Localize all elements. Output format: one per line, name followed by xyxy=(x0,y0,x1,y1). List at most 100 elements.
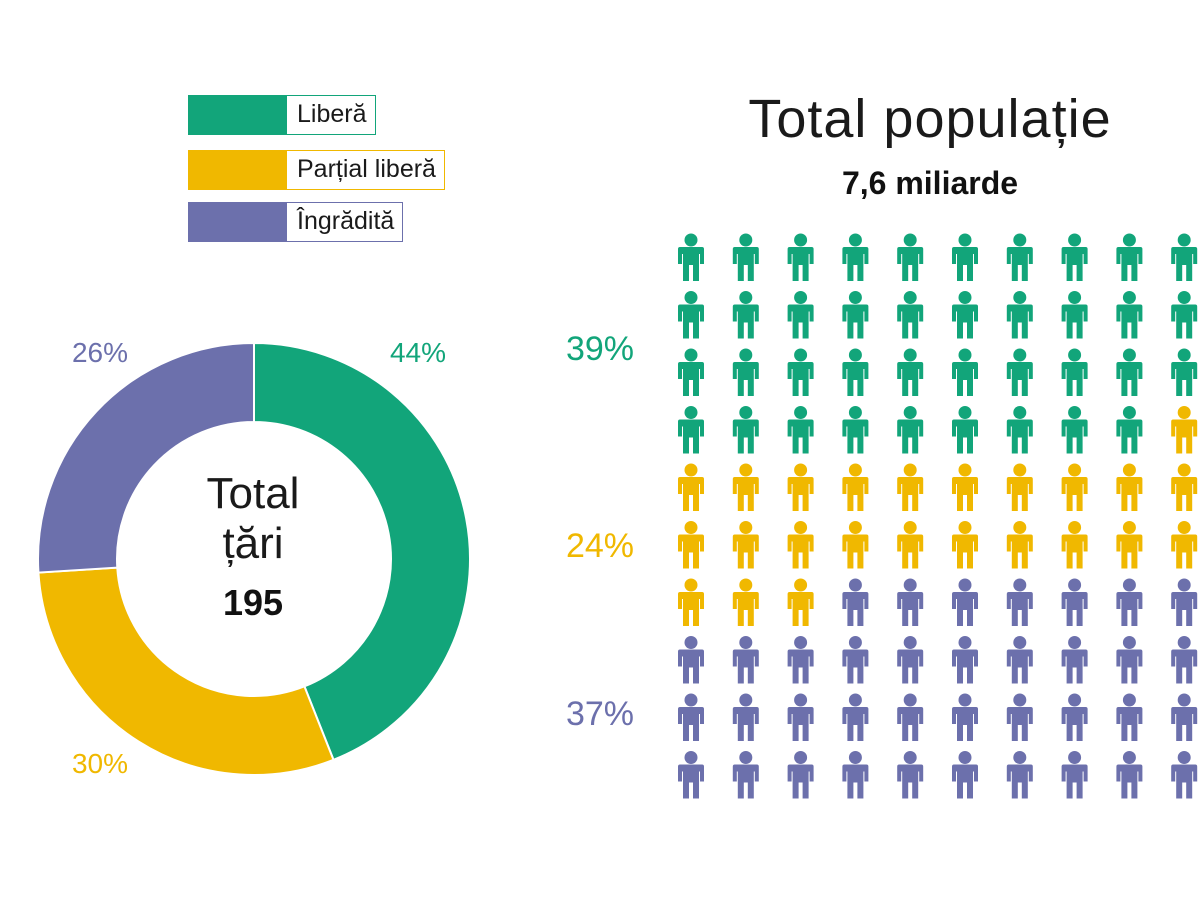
person-icon xyxy=(787,521,814,569)
person-icon xyxy=(732,291,759,339)
person-icon xyxy=(732,636,759,684)
person-icon xyxy=(842,578,869,626)
person-icon xyxy=(678,406,704,454)
person-icon xyxy=(1171,463,1198,511)
person-icon xyxy=(952,636,978,684)
person-icon xyxy=(1116,693,1143,741)
person-icon xyxy=(1171,291,1198,339)
legend-label-ingradita: Îngrădită xyxy=(286,202,404,242)
person-icon xyxy=(952,291,978,339)
person-icon xyxy=(842,406,869,454)
person-icon xyxy=(897,233,924,281)
donut-center-line-1: Total xyxy=(207,469,300,518)
person-icon xyxy=(678,636,704,684)
person-icon xyxy=(1006,463,1033,511)
person-icon xyxy=(1006,521,1033,569)
person-icon xyxy=(1006,348,1033,396)
person-icon xyxy=(678,463,704,511)
person-icon xyxy=(952,521,978,569)
person-icon xyxy=(842,348,869,396)
person-icon xyxy=(1116,348,1143,396)
person-icon xyxy=(842,233,869,281)
person-icon xyxy=(787,578,814,626)
person-icon xyxy=(678,348,704,396)
person-icon xyxy=(678,693,704,741)
person-icon xyxy=(1061,693,1088,741)
person-icon xyxy=(732,406,759,454)
person-icon xyxy=(842,751,869,799)
person-icon xyxy=(842,463,869,511)
donut-label-partial: 30% xyxy=(72,748,128,779)
person-icon xyxy=(732,463,759,511)
person-icon xyxy=(1061,578,1088,626)
person-icon xyxy=(1116,578,1143,626)
person-icon xyxy=(787,463,814,511)
person-icon xyxy=(1006,636,1033,684)
person-icon xyxy=(787,233,814,281)
person-icon xyxy=(678,521,704,569)
person-icon xyxy=(1171,521,1198,569)
person-icon xyxy=(1171,636,1198,684)
person-icon xyxy=(897,578,924,626)
person-icon xyxy=(1061,233,1088,281)
person-icon xyxy=(897,521,924,569)
person-icon xyxy=(842,291,869,339)
person-icon xyxy=(1006,291,1033,339)
person-icon xyxy=(732,348,759,396)
person-icon xyxy=(1171,348,1198,396)
donut-center-line-2: țări xyxy=(222,519,283,568)
person-icon xyxy=(897,636,924,684)
person-icon xyxy=(732,233,759,281)
person-icon xyxy=(897,291,924,339)
person-icon xyxy=(952,693,978,741)
person-icon xyxy=(1171,751,1198,799)
person-icon xyxy=(678,578,704,626)
person-icon xyxy=(1006,751,1033,799)
person-icon xyxy=(1171,578,1198,626)
legend-label-libera: Liberă xyxy=(286,95,376,135)
person-icon xyxy=(787,636,814,684)
person-icon xyxy=(952,578,978,626)
population-pictogram xyxy=(678,233,1198,799)
person-icon xyxy=(842,693,869,741)
person-icon xyxy=(732,693,759,741)
person-icon xyxy=(1116,463,1143,511)
person-icon xyxy=(787,291,814,339)
person-icon xyxy=(1116,636,1143,684)
donut-slice-partial xyxy=(37,566,335,776)
donut-chart: 44% 30% 26% xyxy=(37,337,471,779)
donut-center-value: 195 xyxy=(223,582,283,623)
person-icon xyxy=(1061,348,1088,396)
population-label-libera: 39% xyxy=(566,330,634,368)
person-icon xyxy=(1061,463,1088,511)
person-icon xyxy=(1171,693,1198,741)
person-icon xyxy=(897,348,924,396)
person-icon xyxy=(1061,636,1088,684)
donut-label-libera: 44% xyxy=(390,337,446,368)
person-icon xyxy=(787,406,814,454)
person-icon xyxy=(1006,578,1033,626)
person-icon xyxy=(897,751,924,799)
person-icon xyxy=(897,693,924,741)
donut-slice-libera xyxy=(253,341,471,762)
person-icon xyxy=(678,751,704,799)
legend-swatch-ingradita xyxy=(188,202,286,242)
person-icon xyxy=(1061,751,1088,799)
person-icon xyxy=(842,636,869,684)
legend-swatch-libera xyxy=(188,95,286,135)
person-icon xyxy=(732,751,759,799)
legend-label-partial: Parțial liberă xyxy=(286,150,445,190)
person-icon xyxy=(1171,406,1198,454)
person-icon xyxy=(1116,291,1143,339)
person-icon xyxy=(678,291,704,339)
person-icon xyxy=(1116,521,1143,569)
donut-slice-ingradita xyxy=(37,341,255,574)
person-icon xyxy=(732,578,759,626)
person-icon xyxy=(1116,406,1143,454)
person-icon xyxy=(732,521,759,569)
donut-label-ingradita: 26% xyxy=(72,337,128,368)
person-icon xyxy=(678,233,704,281)
person-icon xyxy=(1006,406,1033,454)
person-icon xyxy=(952,463,978,511)
